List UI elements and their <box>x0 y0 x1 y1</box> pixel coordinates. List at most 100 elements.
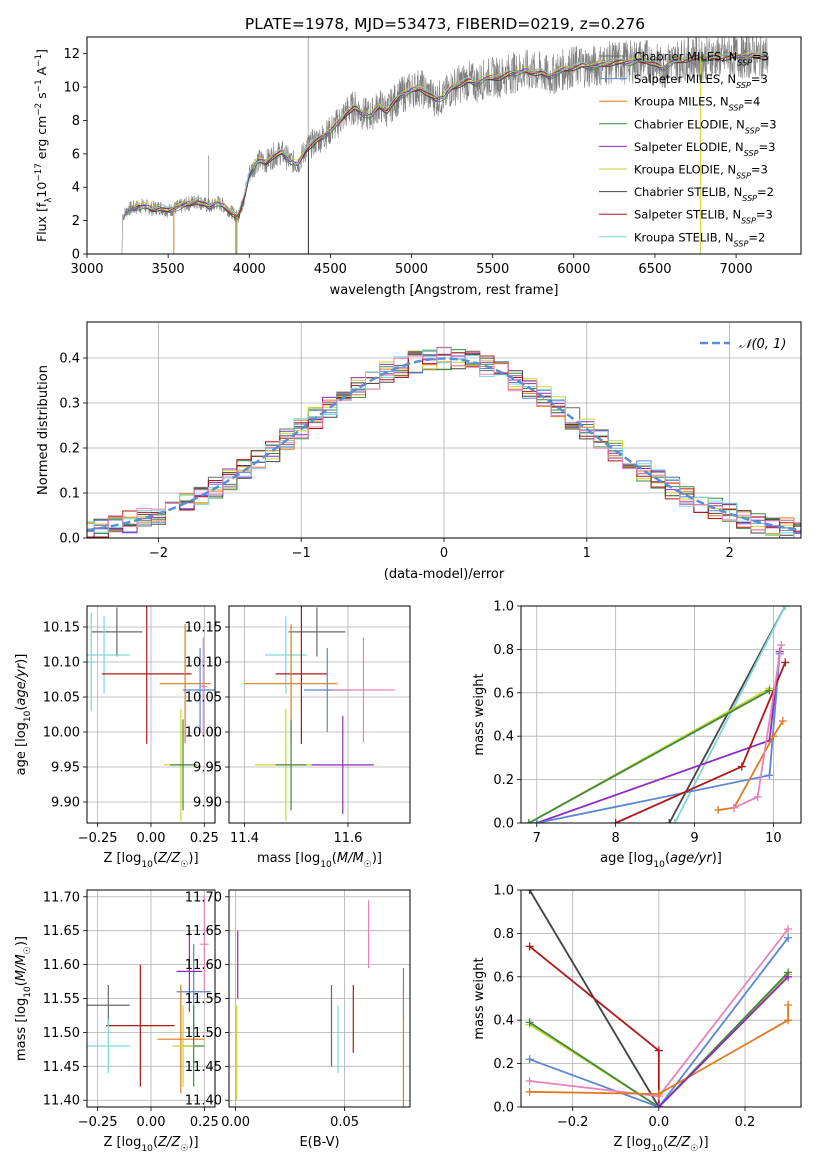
y-tick-label: 0.2 <box>493 773 514 788</box>
x-axis-label: mass [log10(M/M☉)] <box>257 851 382 870</box>
y-tick-label: 0.0 <box>493 817 514 832</box>
plot-area <box>87 896 211 1094</box>
x-axis-label: E(B-V) <box>299 1135 339 1150</box>
x-tick-label: −0.25 <box>78 831 118 846</box>
mass-weight-marker <box>737 762 746 771</box>
x-tick-label: 0.05 <box>330 1115 359 1130</box>
mass-weight-line <box>615 662 787 823</box>
legend-label: 𝒩(0, 1) <box>739 337 786 352</box>
y-tick-label: 11.45 <box>43 1060 80 1075</box>
mass-weight-marker <box>765 771 774 780</box>
y-tick-label: 9.95 <box>51 761 80 776</box>
y-tick-label: 10.00 <box>185 726 222 741</box>
y-tick-label: 0.0 <box>59 532 80 547</box>
mass-weight-marker <box>525 1055 534 1064</box>
x-tick-label: 0 <box>440 546 448 561</box>
y-tick-label: 11.70 <box>185 890 222 905</box>
legend-label: Kroupa ELODIE, NSSP=3 <box>634 163 768 181</box>
mass-weight-marker <box>784 933 793 942</box>
y-tick-label: 11.50 <box>43 1026 80 1041</box>
x-tick-label: 7 <box>533 831 541 846</box>
y-tick-label: 0.3 <box>59 397 80 412</box>
y-tick-label: 0.0 <box>493 1101 514 1116</box>
mass-weight-marker <box>525 1087 534 1096</box>
x-tick-label: 0.25 <box>190 831 219 846</box>
y-tick-label: 11.65 <box>185 924 222 939</box>
mass-weight-marker <box>781 606 790 610</box>
x-tick-label: −0.25 <box>78 1115 118 1130</box>
y-tick-label: 9.90 <box>51 796 80 811</box>
x-axis-label: Z [log10(Z/Z☉)] <box>613 1135 708 1154</box>
mass-weight-marker <box>611 819 620 823</box>
x-tick-label: 0.00 <box>137 1115 166 1130</box>
mass-weight-marker <box>784 972 793 981</box>
legend-label: Salpeter MILES, NSSP=3 <box>634 72 768 90</box>
spectrum-legend: Chabrier MILES, NSSP=3 Salpeter MILES, NS… <box>599 50 777 248</box>
mass-weight-marker <box>654 1103 663 1107</box>
spectrum-panel: 3000 3500 4000 4500 5000 5500 6000 6500 7000 0 2 4 6… <box>34 36 802 298</box>
x-tick-label: 7000 <box>720 262 753 277</box>
mass-weight-marker <box>654 1089 663 1098</box>
residual-histogram-panel: −2 −1 0 1 2 0.0 0.1 0.2 0.3 0.4 (data-model)/error… <box>36 321 802 582</box>
y-tick-label: 0 <box>72 248 80 263</box>
mass-weight-marker <box>525 1076 534 1085</box>
mass-weight-marker <box>784 1016 793 1025</box>
mass-weight-line <box>529 1005 789 1095</box>
x-tick-label: 0.0 <box>649 1115 670 1130</box>
y-tick-label: 0.6 <box>493 970 514 985</box>
x-tick-label: 0.00 <box>221 1115 250 1130</box>
x-tick-label: 3500 <box>152 262 185 277</box>
y-tick-label: 11.60 <box>43 958 80 973</box>
y-tick-label: 0.4 <box>493 1014 514 1029</box>
x-tick-label: 10 <box>765 831 782 846</box>
x-tick-label: 8 <box>612 831 620 846</box>
x-tick-label: −1 <box>292 546 311 561</box>
mass-weight-line <box>658 976 789 1107</box>
mass-weight-marker <box>778 717 787 726</box>
y-tick-label: 0.6 <box>493 686 514 701</box>
axes-frame <box>228 889 411 1108</box>
axes-frame <box>86 36 802 255</box>
plot-area <box>121 37 769 254</box>
axes-frame <box>86 321 802 539</box>
x-tick-label: −0.2 <box>557 1115 589 1130</box>
x-tick-label: 11.4 <box>230 831 259 846</box>
x-tick-label: 2 <box>725 546 733 561</box>
mass-weight-marker <box>665 819 674 823</box>
mass-vs-extinction-panel: 0.00 0.05 11.40 11.45 11.50 11.55 11.60 11.65 11… <box>185 889 411 1150</box>
mass-weight-line <box>529 971 789 1107</box>
y-tick-label: 11.50 <box>185 1026 222 1041</box>
y-tick-label: 8 <box>72 114 80 129</box>
x-tick-label: 11.6 <box>333 831 362 846</box>
x-tick-label: 5000 <box>395 262 428 277</box>
y-tick-label: 1.0 <box>493 884 514 899</box>
plot-area <box>236 900 405 1107</box>
y-tick-label: 0.4 <box>59 352 80 367</box>
y-tick-label: 12 <box>63 47 80 62</box>
mass-weight-marker <box>769 732 778 741</box>
legend-label: Salpeter STELIB, NSSP=3 <box>634 208 773 226</box>
plot-area <box>87 346 801 538</box>
y-tick-label: 1.0 <box>493 600 514 615</box>
plot-area <box>244 606 395 821</box>
y-tick-label: 0.2 <box>59 442 80 457</box>
legend-label: Chabrier MILES, NSSP=3 <box>634 50 769 68</box>
mass-weight-marker <box>714 805 723 814</box>
y-tick-label: 11.40 <box>43 1094 80 1109</box>
y-tick-label: 11.55 <box>43 992 80 1007</box>
y-axis-label: mass weight <box>472 673 487 755</box>
x-axis-label: wavelength [Angstrom, rest frame] <box>330 283 559 298</box>
y-tick-label: 10.15 <box>43 621 80 636</box>
mass-weight-marker <box>654 1046 663 1055</box>
y-tick-label: 10.00 <box>43 726 80 741</box>
x-tick-label: 6000 <box>557 262 590 277</box>
x-tick-label: 5500 <box>476 262 509 277</box>
y-tick-label: 9.90 <box>193 796 222 811</box>
y-axis-label: mass weight <box>472 957 487 1039</box>
y-axis-label: Flux [fλ10−17 erg cm−2 s−1 A−1] <box>34 49 54 242</box>
mass-weight-line <box>673 606 787 823</box>
mass-weight-line <box>718 720 784 811</box>
legend-label: Chabrier ELODIE, NSSP=3 <box>634 117 777 135</box>
legend-label: Salpeter ELODIE, NSSP=3 <box>634 140 775 158</box>
